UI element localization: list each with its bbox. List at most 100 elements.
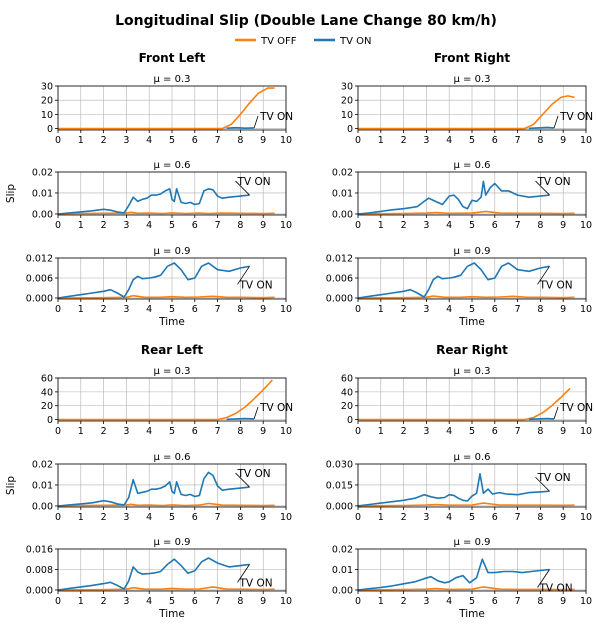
y-tick-label: 0 xyxy=(47,415,53,426)
group-title: Rear Right xyxy=(436,343,508,357)
x-tick-label: 9 xyxy=(560,135,566,146)
x-tick-label: 0 xyxy=(55,512,61,523)
x-tick-label: 3 xyxy=(123,304,129,315)
axes-frame xyxy=(357,548,587,592)
x-tick-label: 1 xyxy=(78,512,84,523)
x-tick-label: 6 xyxy=(492,220,498,231)
x-tick-label: 7 xyxy=(215,512,221,523)
axes-frame xyxy=(357,171,587,216)
annotation-arrow xyxy=(553,115,559,128)
y-axis-label: Slip xyxy=(5,476,17,495)
series-line-tv-on xyxy=(528,417,555,421)
x-tick-label: 5 xyxy=(169,304,175,315)
x-tick-label: 7 xyxy=(515,596,521,607)
x-tick-label: 3 xyxy=(423,426,429,437)
x-tick-label: 8 xyxy=(537,596,543,607)
y-tick-label: 0.012 xyxy=(26,254,53,265)
x-tick-label: 4 xyxy=(446,304,452,315)
y-tick-label: 10 xyxy=(41,110,53,121)
annotation-label: TV ON xyxy=(259,402,293,414)
x-tick-label: 3 xyxy=(423,512,429,523)
annotation-arrow xyxy=(537,266,550,285)
annotation-label: TV ON xyxy=(259,111,293,123)
series-line-tv-off xyxy=(357,586,575,591)
axes-frame xyxy=(357,257,587,300)
x-tick-label: 3 xyxy=(423,304,429,315)
x-tick-label: 7 xyxy=(215,426,221,437)
x-tick-label: 2 xyxy=(401,512,407,523)
series-line-tv-on xyxy=(57,188,250,215)
x-tick-label: 7 xyxy=(515,426,521,437)
series-line-tv-off xyxy=(58,379,273,421)
y-tick-label: 0.01 xyxy=(332,188,353,199)
x-tick-label: 9 xyxy=(560,304,566,315)
y-tick-label: 20 xyxy=(41,401,53,412)
series-line-tv-on xyxy=(57,557,250,591)
subplot-front-right-1: Front Right μ = 0.3 0 1 2 3 4 5 6 7 8 9 10 0 10 20 30 TV … xyxy=(341,51,593,146)
annotation-arrow xyxy=(235,472,250,488)
series-line-tv-off xyxy=(57,502,275,507)
subplot-front-right-2: μ = 0.6 0 1 2 3 4 5 6 7 8 9 10 0.00 0.01 0.02 TV ON xyxy=(332,160,592,231)
x-tick-label: 2 xyxy=(101,135,107,146)
x-tick-label: 0 xyxy=(355,596,361,607)
group-title: Front Left xyxy=(139,51,206,65)
x-tick-label: 7 xyxy=(215,596,221,607)
x-tick-label: 0 xyxy=(355,426,361,437)
y-tick-label: 0.01 xyxy=(32,480,53,491)
series-line-tv-on xyxy=(226,126,255,129)
annotation-arrow xyxy=(253,406,259,420)
y-tick-label: 0.000 xyxy=(326,501,353,512)
x-tick-label: 4 xyxy=(446,135,452,146)
x-tick-label: 4 xyxy=(146,135,152,146)
y-tick-label: 30 xyxy=(41,82,53,93)
annotation-label: TV ON xyxy=(537,472,571,484)
x-tick-label: 0 xyxy=(55,426,61,437)
axes-frame xyxy=(57,171,287,216)
y-tick-label: 0 xyxy=(47,124,53,135)
x-tick-label: 3 xyxy=(123,596,129,607)
x-tick-label: 8 xyxy=(537,135,543,146)
series-line-tv-off xyxy=(358,387,571,421)
y-tick-label: 60 xyxy=(41,374,53,385)
x-tick-label: 6 xyxy=(192,426,198,437)
x-tick-label: 9 xyxy=(260,220,266,231)
series-line-tv-off xyxy=(57,211,275,215)
x-tick-label: 6 xyxy=(192,512,198,523)
x-tick-label: 1 xyxy=(378,220,384,231)
x-tick-label: 7 xyxy=(515,135,521,146)
y-tick-label: 0.016 xyxy=(26,545,53,556)
y-tick-label: 20 xyxy=(341,401,353,412)
x-tick-label: 3 xyxy=(123,512,129,523)
annotation-arrow xyxy=(553,406,559,420)
x-tick-label: 6 xyxy=(492,304,498,315)
x-tick-label: 0 xyxy=(355,512,361,523)
x-tick-label: 3 xyxy=(123,426,129,437)
x-tick-label: 1 xyxy=(378,135,384,146)
x-tick-label: 4 xyxy=(446,596,452,607)
annotation-arrow xyxy=(253,115,259,128)
x-tick-label: 6 xyxy=(492,426,498,437)
x-tick-label: 7 xyxy=(215,220,221,231)
x-tick-label: 0 xyxy=(355,135,361,146)
x-tick-label: 5 xyxy=(469,596,475,607)
annotation-label: TV ON xyxy=(539,279,573,291)
x-tick-label: 0 xyxy=(55,135,61,146)
x-tick-label: 5 xyxy=(169,512,175,523)
x-tick-label: 8 xyxy=(537,426,543,437)
x-tick-label: 5 xyxy=(469,426,475,437)
x-tick-label: 0 xyxy=(355,220,361,231)
annotation-arrow xyxy=(237,266,250,285)
x-tick-label: 1 xyxy=(78,304,84,315)
x-tick-label: 6 xyxy=(192,220,198,231)
x-tick-label: 0 xyxy=(55,220,61,231)
x-axis-label: Time xyxy=(458,608,485,620)
subplot-rear-right-3: μ = 0.9 0 1 2 3 4 5 6 7 8 9 10 0.00 0.01 0.02 TV ON Time xyxy=(332,537,592,620)
subplot-subtitle: μ = 0.9 xyxy=(453,537,490,548)
annotation-label: TV ON xyxy=(237,176,271,188)
x-tick-label: 10 xyxy=(580,596,592,607)
axes-frame xyxy=(57,377,287,422)
y-tick-label: 10 xyxy=(341,110,353,121)
series-line-tv-off xyxy=(357,502,575,507)
x-tick-label: 0 xyxy=(55,304,61,315)
